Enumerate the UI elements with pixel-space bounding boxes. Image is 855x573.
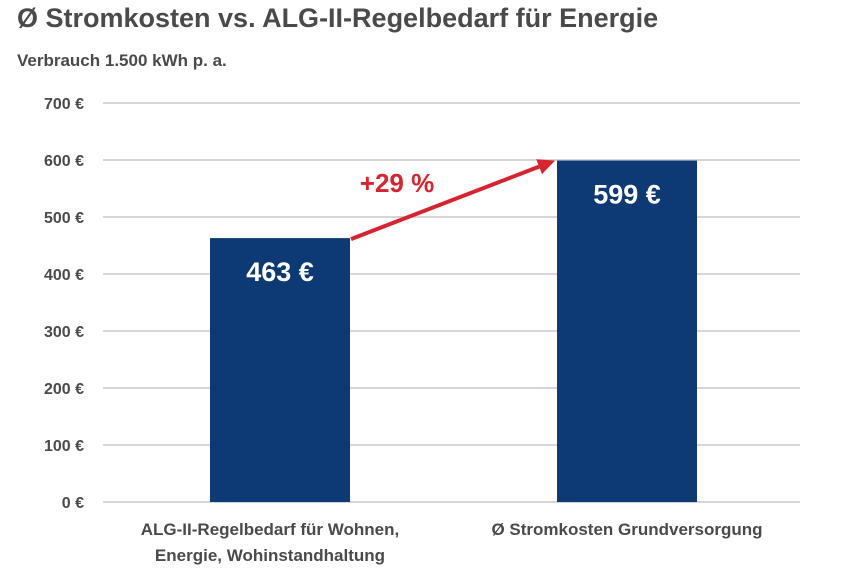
y-tick-label: 500 € [44,210,84,227]
y-tick-label: 100 € [44,438,84,455]
bar [557,160,697,502]
y-tick-label: 700 € [44,96,84,113]
bar-value-label: 599 € [593,180,661,210]
bars [210,160,697,502]
y-axis: 0 € 100 € 200 € 300 € 400 € 500 € 600 € 700 € [44,96,84,512]
chart-subtitle: Verbrauch 1.500 kWh p. a. [17,51,227,70]
y-tick-label: 300 € [44,324,84,341]
annotation-label: +29 % [360,168,434,198]
bar [210,238,350,502]
y-tick-label: 0 € [62,495,84,512]
y-tick-label: 600 € [44,153,84,170]
x-category-label: ALG-II-Regelbedarf für Wohnen, [141,520,399,539]
value-labels: 463 € 599 € [246,180,661,288]
annotation-arrow-head [536,159,555,175]
bar-value-label: 463 € [246,257,314,287]
annotation-arrow-line [350,164,540,241]
x-category-label: Energie, Wohinstandhaltung [155,546,385,565]
y-tick-label: 200 € [44,381,84,398]
y-tick-label: 400 € [44,267,84,284]
annotation: +29 % [350,159,555,241]
x-axis: ALG-II-Regelbedarf für Wohnen, Energie, W… [141,520,763,565]
x-category-label: Ø Stromkosten Grundversorgung [491,520,762,539]
chart-title: Ø Stromkosten vs. ALG-II-Regelbedarf für… [17,3,658,33]
